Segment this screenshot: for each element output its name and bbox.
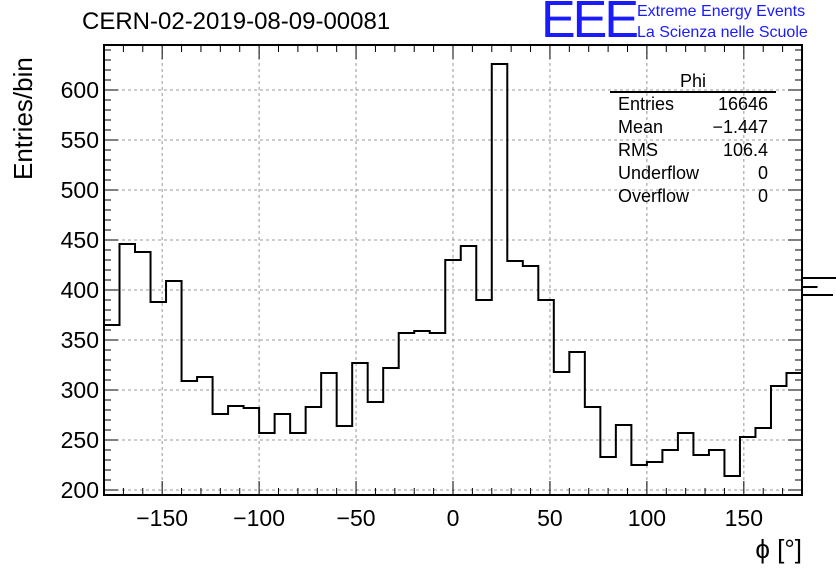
grid [104,45,802,495]
stats-label: Overflow [618,186,690,206]
stats-value: 16646 [717,94,768,114]
histogram-bin [538,300,554,495]
stats-row-mean: Mean −1.447 [610,116,776,139]
histogram-bin [507,261,523,495]
histogram-bin [693,455,709,495]
stats-label: RMS [618,140,658,160]
x-tick-label: 150 [725,505,763,531]
stats-label: Mean [618,117,664,137]
stats-value: −1.447 [712,117,768,137]
stats-value: 0 [757,186,768,206]
x-tick-label: −50 [337,505,376,531]
histogram-bin [228,406,244,495]
histogram-bin [662,450,678,495]
y-tick-label: 250 [61,427,99,453]
stats-value: 106.4 [722,140,768,160]
chart-title: CERN-02-2019-08-09-00081 [82,8,391,35]
histogram-line [104,63,836,477]
histogram-bin [352,363,368,495]
histogram-bin [290,433,306,495]
histogram-bin [492,64,508,495]
histogram-bin [151,302,167,495]
x-tick-label: 50 [537,505,563,531]
y-tick-label: 450 [61,227,99,253]
x-tick-label: 0 [447,505,460,531]
histogram-bin [135,252,151,495]
tick-labels: −150 −100 −50 0 50 100 150 200 250 300 350 400 450 50… [61,77,763,531]
histogram-bin [740,437,756,495]
histogram-bin [120,244,136,495]
histogram-bin [368,402,384,495]
stats-label: Underflow [618,163,700,183]
histogram-bin [709,450,725,495]
y-tick-label: 500 [61,177,99,203]
y-tick-label: 200 [61,477,99,503]
y-tick-label: 350 [61,327,99,353]
histogram-bin [197,377,213,495]
histogram-bin [786,373,802,495]
x-tick-label: −150 [136,505,188,531]
logo-line-1: Extreme Energy Events [637,3,806,20]
histogram-bin [724,476,740,495]
stats-box: Phi Entries 16646 Mean −1.447 RMS 106.4 … [610,72,776,208]
logo-line-2: La Scienza nelle Scuole [637,24,808,41]
x-axis-label: ϕ [°] [755,534,802,564]
histogram-bin [306,407,322,495]
histogram-bin [585,407,601,495]
stats-label: Entries [618,94,675,114]
histogram-bin [647,462,663,495]
histogram-bin [321,373,337,495]
stats-row-entries: Entries 16646 [610,93,776,116]
histogram-bin [569,352,585,495]
histogram-bin [259,433,275,495]
histogram-bin [461,246,477,495]
histogram-bin [414,331,430,495]
histogram-bin [476,300,492,495]
histogram-bin [166,281,182,495]
histogram-bin [383,368,399,495]
stats-value: 0 [757,163,768,183]
histogram-bin [399,333,415,495]
y-tick-label: 550 [61,127,99,153]
axis-ticks [103,45,803,495]
histogram-bin [616,425,632,495]
x-tick-label: −100 [233,505,285,531]
y-axis-label: Entries/bin [8,57,38,180]
y-tick-label: 400 [61,277,99,303]
y-tick-label: 600 [61,77,99,103]
x-tick-label: 100 [628,505,666,531]
histogram-bin [678,433,694,495]
stats-title: Phi [610,72,776,93]
histogram [104,63,836,495]
y-tick-label: 300 [61,377,99,403]
histogram-bin [182,381,198,495]
stats-row-rms: RMS 106.4 [610,139,776,162]
histogram-bin [755,428,771,495]
histogram-bin [213,414,229,495]
stats-row-underflow: Underflow 0 [610,162,776,185]
histogram-bin [275,414,291,495]
eee-logo: EEE [541,0,639,49]
histogram-bin [337,426,353,495]
histogram-bin [523,266,539,495]
histogram-bin [430,333,446,495]
histogram-bin [244,408,260,495]
stats-row-overflow: Overflow 0 [610,185,776,208]
